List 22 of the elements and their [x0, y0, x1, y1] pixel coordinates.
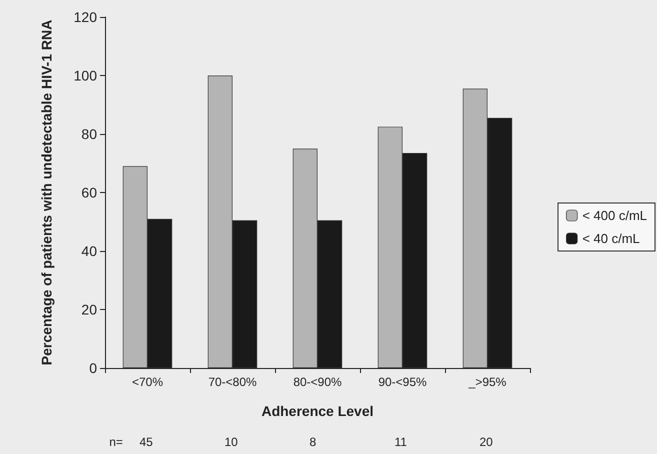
- x-tick-label: 80-<90%: [293, 375, 342, 389]
- x-tick-label: <70%: [132, 375, 164, 389]
- legend-label: < 400 c/mL: [582, 208, 648, 223]
- legend-label: < 40 c/mL: [582, 231, 640, 246]
- y-tick-label: 120: [74, 9, 98, 25]
- text: 10: [224, 435, 238, 449]
- x-axis-title: Adherence Level: [261, 403, 374, 419]
- x-tick-label: 70-<80%: [208, 375, 258, 389]
- y-tick-label: 20: [81, 302, 98, 318]
- text: n=: [109, 435, 123, 449]
- text: 20: [480, 435, 494, 449]
- x-tick-label: 90-<95%: [378, 375, 428, 389]
- y-axis-title: Percentage of patients with undetectable HIV-1 RNA: [38, 20, 54, 366]
- y-tick-label: 0: [89, 360, 98, 376]
- y-tick-label: 100: [74, 68, 98, 84]
- y-tick-label: 80: [81, 126, 98, 142]
- text: 45: [140, 435, 154, 449]
- x-tick-label: _>95%: [468, 375, 507, 389]
- text: 8: [310, 435, 316, 449]
- y-tick-label: 60: [81, 184, 98, 200]
- text: 11: [394, 435, 408, 449]
- y-tick-label: 40: [81, 243, 98, 259]
